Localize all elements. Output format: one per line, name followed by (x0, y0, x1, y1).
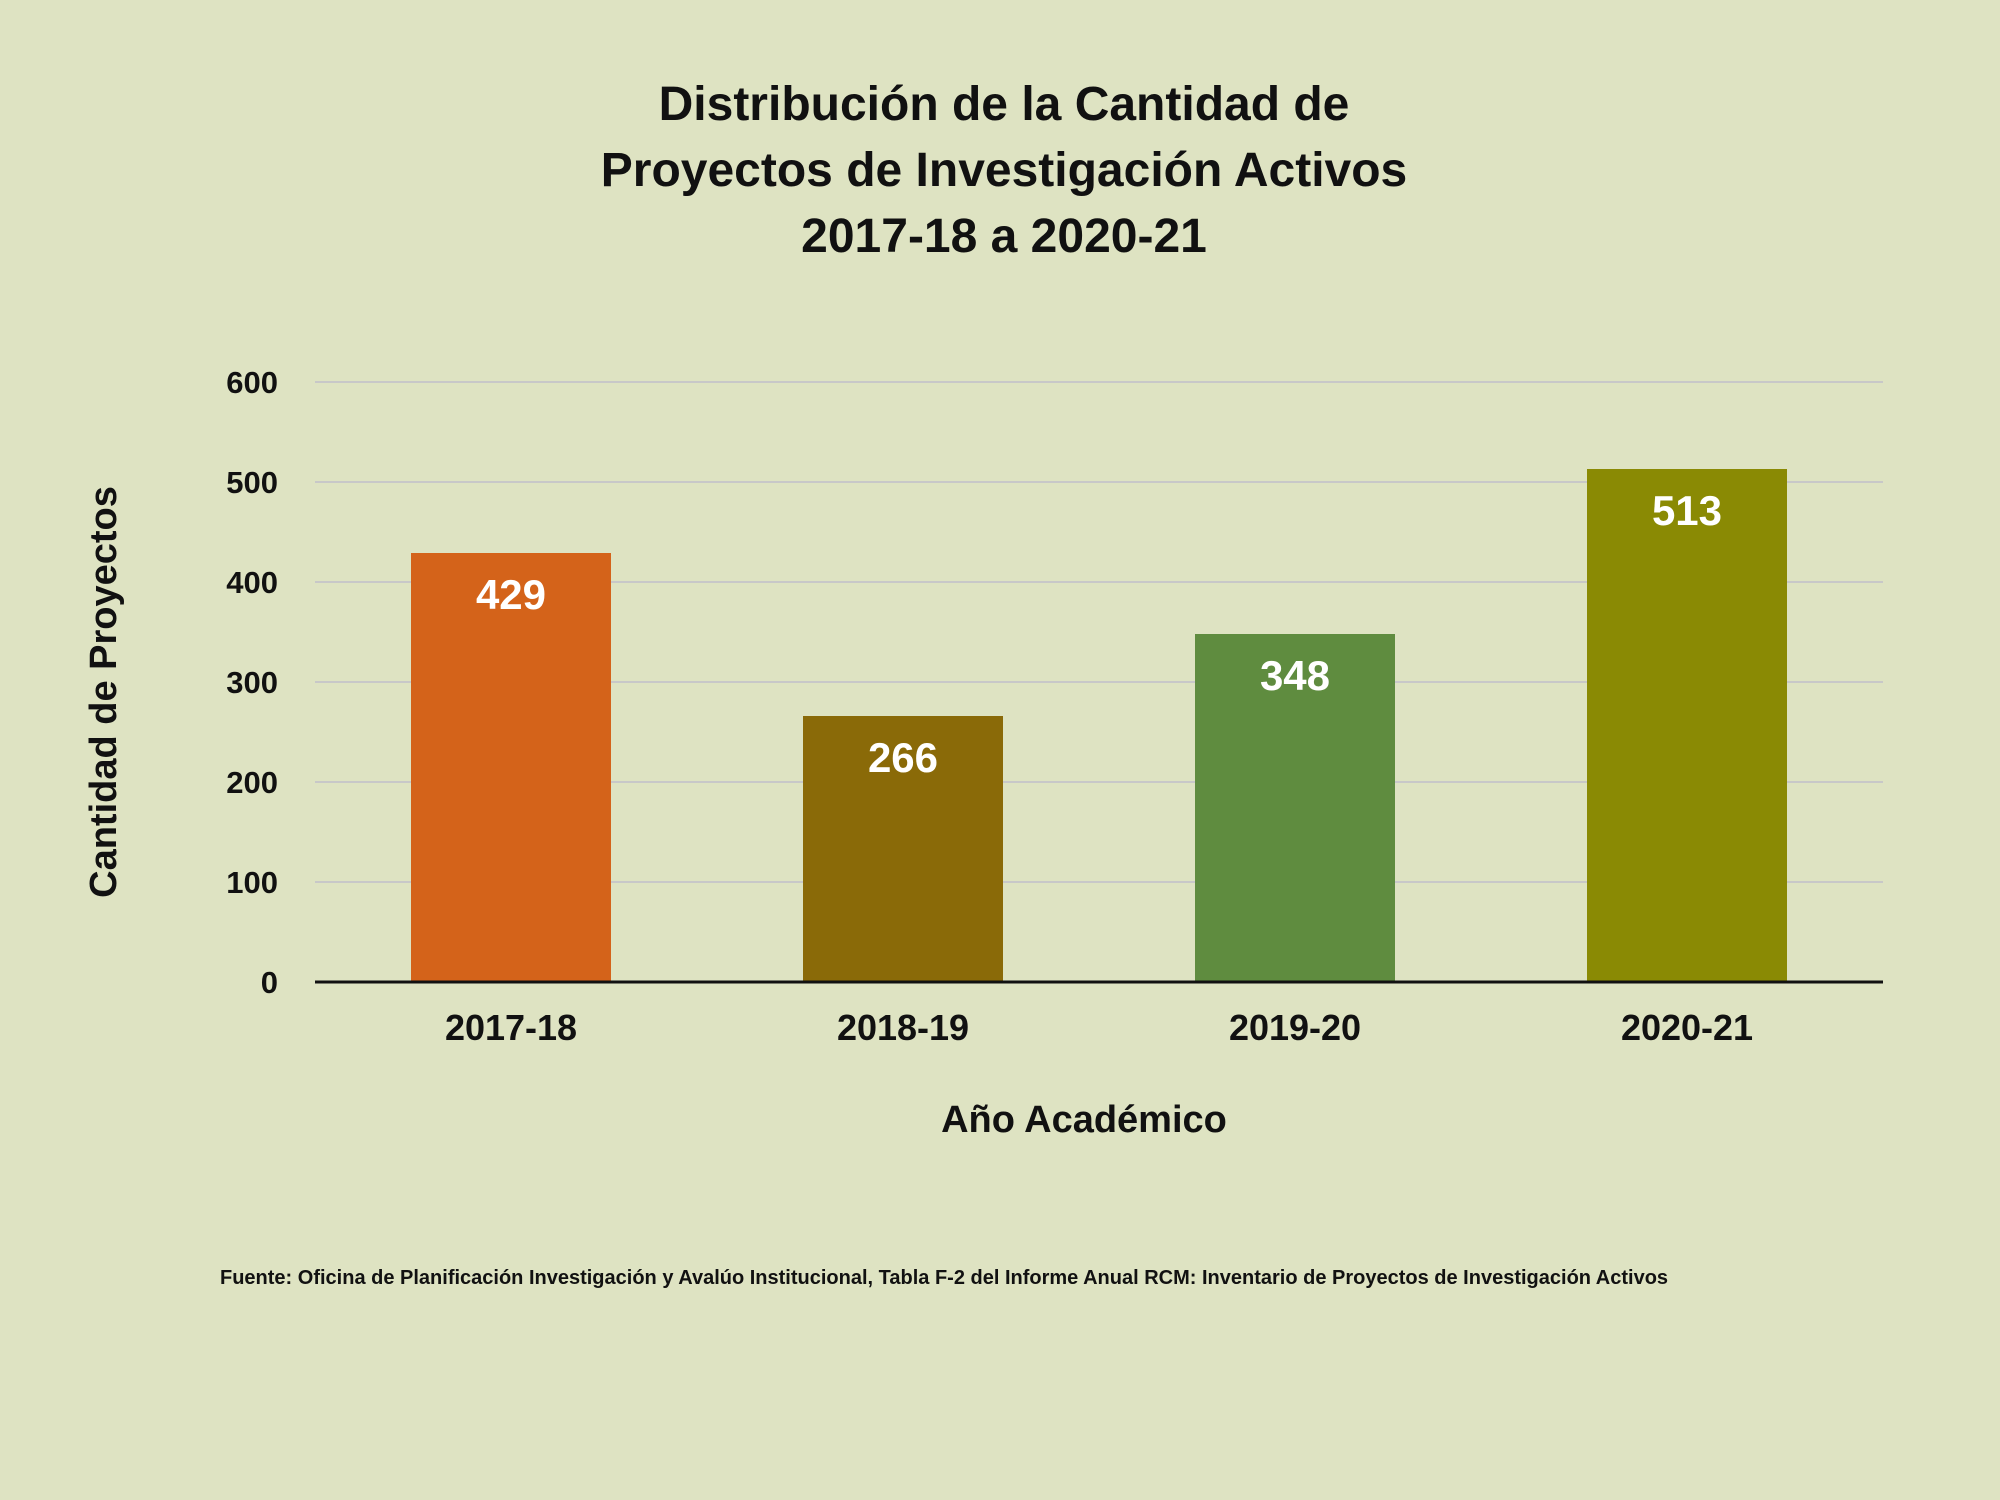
x-tick-label: 2020-21 (1621, 1007, 1753, 1048)
x-axis-ticks: 2017-18 2018-19 2019-20 2020-21 (445, 1007, 1753, 1048)
data-labels: 429 266 348 513 (476, 487, 1722, 781)
data-label: 513 (1652, 487, 1722, 534)
chart-title-line-1: Distribución de la Cantidad de (659, 78, 1350, 131)
x-axis-title: Año Académico (941, 1099, 1227, 1141)
y-axis-ticks: 0 100 200 300 400 500 600 (226, 365, 278, 1000)
bar-2018-19 (803, 716, 1003, 982)
bar-2017-18 (411, 553, 611, 982)
chart-title: Distribución de la Cantidad de Proyectos… (601, 78, 1407, 263)
y-tick-label: 0 (261, 965, 278, 1000)
bars (411, 469, 1787, 982)
y-tick-label: 200 (226, 765, 278, 800)
data-label: 429 (476, 571, 546, 618)
y-tick-label: 100 (226, 865, 278, 900)
x-tick-label: 2019-20 (1229, 1007, 1361, 1048)
y-tick-label: 300 (226, 665, 278, 700)
y-axis-title: Cantidad de Proyectos (83, 486, 125, 898)
source-note: Fuente: Oficina de Planificación Investi… (220, 1267, 1668, 1289)
y-tick-label: 500 (226, 465, 278, 500)
bar-2019-20 (1195, 634, 1395, 982)
chart-title-line-2: Proyectos de Investigación Activos (601, 144, 1407, 197)
y-tick-label: 400 (226, 565, 278, 600)
chart-title-line-3: 2017-18 a 2020-21 (801, 210, 1207, 263)
x-tick-label: 2017-18 (445, 1007, 577, 1048)
y-tick-label: 600 (226, 365, 278, 400)
data-label: 266 (868, 734, 938, 781)
x-tick-label: 2018-19 (837, 1007, 969, 1048)
data-label: 348 (1260, 652, 1330, 699)
bar-2020-21 (1587, 469, 1787, 982)
